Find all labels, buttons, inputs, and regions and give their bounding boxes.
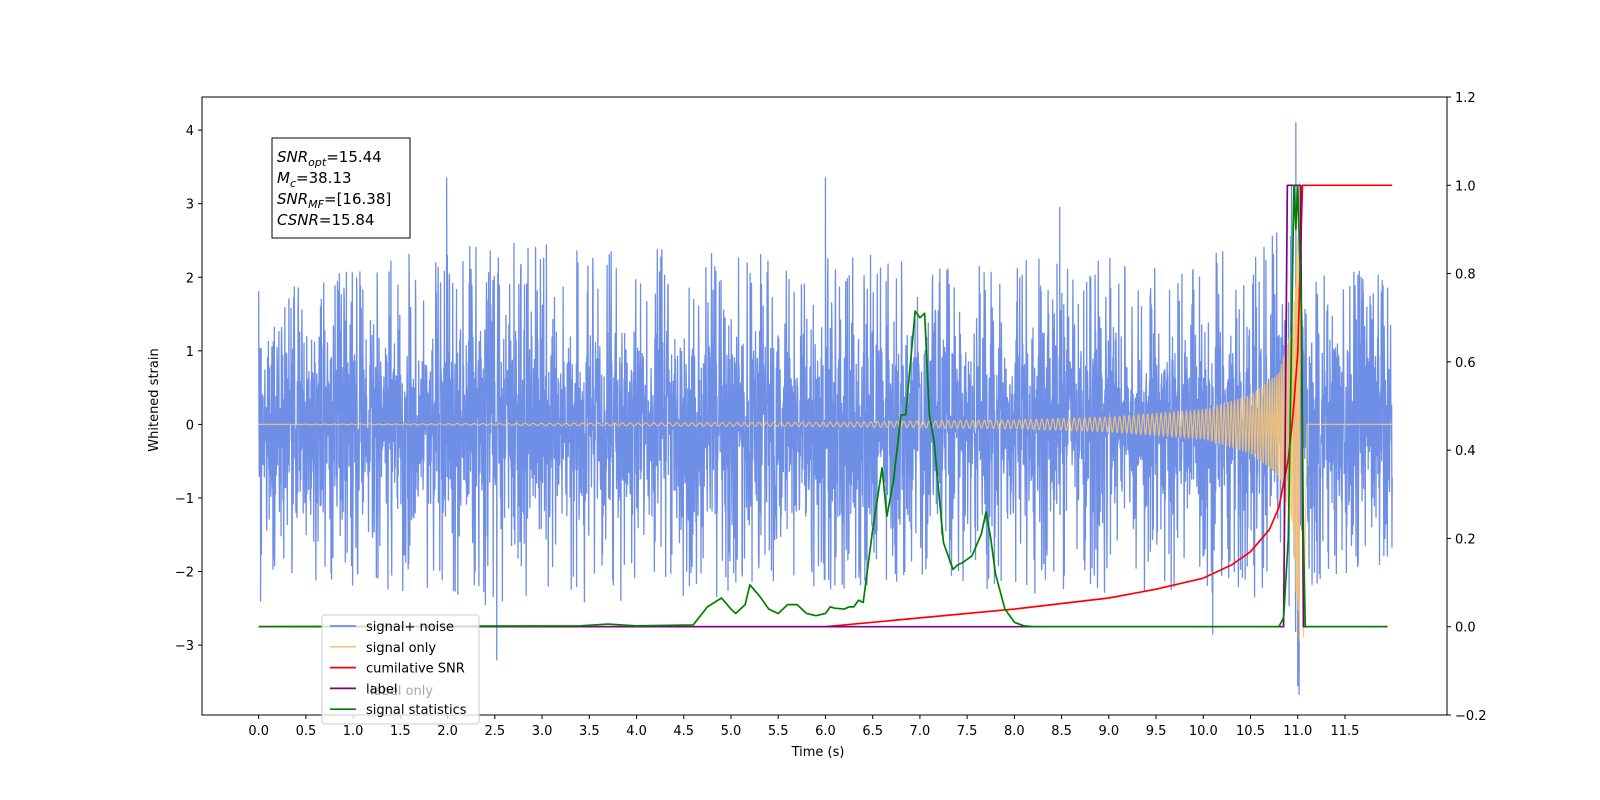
legend-entry-label: signal statistics <box>366 703 467 718</box>
x-tick-label: 7.0 <box>910 724 931 739</box>
y2-tick-label: −0.2 <box>1455 709 1487 724</box>
y-axis-label: Whitened strain <box>147 348 162 451</box>
y2-tick-label: 0.8 <box>1455 268 1476 283</box>
x-tick-label: 3.0 <box>532 724 553 739</box>
legend-entry-label: signal only <box>366 641 436 656</box>
x-tick-label: 10.5 <box>1236 724 1265 739</box>
x-axis-label: Time (s) <box>791 745 845 760</box>
annotation-frame <box>271 137 411 239</box>
annotation-line: SNRopt=15.44 <box>277 148 382 169</box>
y-tick-label: −3 <box>175 639 194 654</box>
x-tick-label: 9.5 <box>1146 724 1167 739</box>
y-tick-label: 3 <box>186 198 194 213</box>
y2-tick-label: 0.2 <box>1455 532 1476 547</box>
legend-entry-label: cumilative SNR <box>366 662 465 677</box>
legend-entry-label: signal+ noise <box>366 620 454 635</box>
y2-tick-label: 0.4 <box>1455 444 1476 459</box>
y-tick-label: 2 <box>186 271 194 286</box>
annotation-box: SNRopt=15.44Mc=38.13SNRMF=[16.38]CSNR=15… <box>271 137 411 239</box>
y2-tick-label: 1.0 <box>1455 179 1476 194</box>
x-tick-label: 3.5 <box>579 724 600 739</box>
x-tick-label: 2.0 <box>437 724 458 739</box>
x-tick-label: 4.5 <box>673 724 694 739</box>
x-tick-label: 6.0 <box>815 724 836 739</box>
x-tick-label: 0.5 <box>296 724 317 739</box>
y-tick-label: 0 <box>186 418 194 433</box>
x-tick-label: 11.5 <box>1331 724 1360 739</box>
plot-area <box>258 122 1393 695</box>
legend-frame <box>321 614 480 725</box>
axes: 0.0 0.5 1.0 1.5 2.0 2.5 3.0 3.5 4.0 4.5 5.0 5.5 6.0 6… <box>175 91 1487 739</box>
series-group <box>258 122 1393 695</box>
x-tick-label: 5.0 <box>721 724 742 739</box>
x-tick-label: 4.0 <box>626 724 647 739</box>
annotation-line: CSNR=15.84 <box>277 211 374 229</box>
legend-entry-label: label <box>366 682 397 697</box>
x-tick-label: 0.0 <box>248 724 269 739</box>
x-tick-label: 1.0 <box>343 724 364 739</box>
series-signal-noise-line <box>258 122 1393 695</box>
x-tick-label: 6.5 <box>862 724 883 739</box>
y-tick-label: 4 <box>186 124 194 139</box>
y-tick-label: −2 <box>175 566 194 581</box>
y2-tick-label: 1.2 <box>1455 91 1476 106</box>
series-signal-only-line <box>258 181 1393 642</box>
legend-hidden-label: label only <box>370 684 433 699</box>
legend: label only signal+ noise signal only cumila… <box>321 614 480 725</box>
x-tick-label: 7.5 <box>957 724 978 739</box>
x-tick-label: 10.0 <box>1189 724 1218 739</box>
series-cumilative-snr-line <box>258 184 1393 628</box>
y-tick-label: 1 <box>186 345 194 360</box>
x-tick-label: 5.5 <box>768 724 789 739</box>
x-tick-label: 2.5 <box>484 724 505 739</box>
x-tick-label: 1.5 <box>390 724 411 739</box>
axes-frame <box>201 96 1448 716</box>
x-tick-label: 8.5 <box>1051 724 1072 739</box>
y2-tick-label: 0.6 <box>1455 356 1476 371</box>
annotation-line: Mc=38.13 <box>277 169 352 190</box>
series-signal-statistics-line <box>258 184 1388 628</box>
x-tick-label: 8.0 <box>1004 724 1025 739</box>
y-tick-label: −1 <box>175 492 194 507</box>
x-tick-label: 9.0 <box>1098 724 1119 739</box>
y2-tick-label: 0.0 <box>1455 621 1476 636</box>
annotation-line: SNRMF=[16.38] <box>277 190 391 211</box>
x-tick-label: 11.0 <box>1283 724 1312 739</box>
